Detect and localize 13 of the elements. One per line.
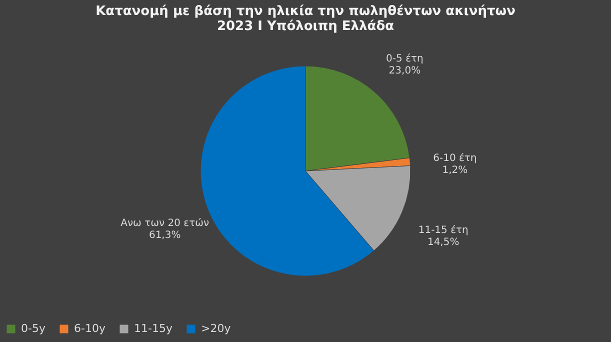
data-label: 23,0% (388, 65, 421, 76)
text: Ανω των 20 ετών (120, 218, 210, 230)
text: 0-5 έτη (386, 53, 424, 64)
data-label: 14,5% (427, 237, 460, 248)
text: 6-10 έτη (433, 152, 477, 164)
data-label: 1,2% (442, 164, 468, 176)
legend-label: >20y (201, 322, 232, 335)
legend-label: 6-10y (74, 322, 106, 335)
chart-title: Κατανομή με βάση την ηλικία την πωληθέντων ακινήτων 2023 Ι Υπόλοιπη Ελλάδα (96, 4, 516, 34)
legend-label: 0-5y (21, 322, 46, 335)
data-label: 61,3% (148, 230, 181, 242)
text: 11-15 έτη (418, 225, 468, 236)
legend-label: 11-15y (134, 322, 173, 335)
